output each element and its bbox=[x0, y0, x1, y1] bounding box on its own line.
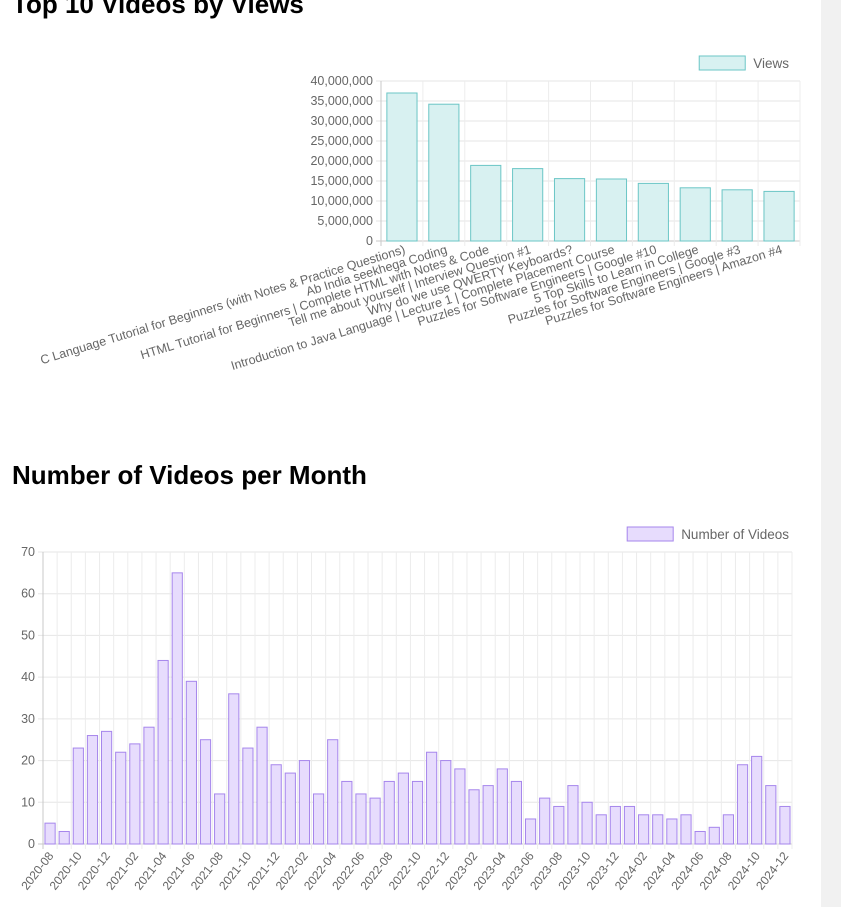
views-chart-bar bbox=[721, 189, 753, 242]
monthly-chart-bar bbox=[496, 768, 508, 845]
monthly-chart-bar bbox=[426, 751, 438, 845]
views-chart-ytick-label: 20,000,000 bbox=[310, 154, 373, 168]
monthly-chart-bar bbox=[609, 805, 621, 845]
views-chart-bar bbox=[763, 190, 795, 242]
monthly-chart-bar bbox=[383, 780, 395, 845]
monthly-chart-bar bbox=[468, 789, 480, 845]
monthly-chart-bar bbox=[411, 780, 424, 845]
videos-per-month-chart-title: Number of Videos per Month bbox=[12, 460, 367, 490]
monthly-chart-bar bbox=[482, 785, 494, 845]
monthly-chart-bar bbox=[355, 793, 367, 845]
monthly-chart-ytick-label: 20 bbox=[21, 754, 35, 768]
views-chart-bar bbox=[386, 92, 418, 242]
monthly-chart-bar bbox=[270, 764, 282, 845]
videos-per-month-chart: 0102030405060702020-082020-102020-122021… bbox=[18, 526, 793, 893]
monthly-chart-bar bbox=[539, 797, 551, 845]
monthly-chart-bar bbox=[666, 818, 678, 845]
views-chart-ytick-label: 30,000,000 bbox=[310, 114, 373, 128]
monthly-chart-ytick-label: 30 bbox=[21, 712, 35, 726]
monthly-chart-bar bbox=[298, 760, 311, 845]
monthly-chart-ytick-label: 10 bbox=[21, 795, 35, 809]
views-chart-bar bbox=[553, 178, 586, 242]
monthly-chart-bar bbox=[638, 814, 650, 845]
views-chart-legend-label: Views bbox=[753, 56, 789, 71]
monthly-chart-bar bbox=[369, 797, 381, 845]
monthly-chart-bar bbox=[652, 814, 664, 845]
monthly-chart-bar bbox=[157, 659, 169, 845]
monthly-chart-bar bbox=[214, 793, 226, 845]
views-chart-bar bbox=[428, 103, 460, 242]
monthly-chart-bar bbox=[751, 755, 763, 845]
views-chart-bar bbox=[679, 187, 711, 242]
top-videos-chart-title: Top 10 Videos by Views bbox=[12, 0, 304, 19]
monthly-chart-bar bbox=[242, 747, 254, 845]
views-chart-ytick-label: 25,000,000 bbox=[310, 134, 373, 148]
monthly-chart-bar bbox=[567, 785, 579, 845]
views-chart-bar bbox=[470, 164, 502, 242]
monthly-chart-ytick-label: 50 bbox=[21, 628, 35, 642]
views-chart-legend-swatch bbox=[698, 55, 746, 71]
monthly-chart-bar bbox=[171, 572, 183, 845]
monthly-chart-bar bbox=[553, 805, 565, 845]
views-chart-ytick-label: 40,000,000 bbox=[310, 74, 373, 88]
monthly-chart-bar bbox=[228, 693, 240, 845]
monthly-chart-bar bbox=[694, 830, 706, 845]
monthly-chart-bar bbox=[680, 814, 692, 845]
views-chart-ytick-label: 5,000,000 bbox=[317, 214, 373, 228]
monthly-chart-bar bbox=[765, 785, 777, 845]
monthly-chart-bar bbox=[86, 735, 99, 845]
monthly-chart-bar bbox=[143, 726, 155, 845]
monthly-chart-ytick-label: 40 bbox=[21, 670, 35, 684]
monthly-chart-bar bbox=[256, 726, 268, 845]
monthly-chart-bar bbox=[736, 764, 749, 845]
monthly-chart-bar bbox=[129, 743, 141, 845]
monthly-chart-bar bbox=[44, 822, 56, 845]
monthly-chart-bar bbox=[72, 747, 84, 845]
monthly-chart-legend-label: Number of Videos bbox=[681, 527, 789, 542]
views-chart-ytick-label: 10,000,000 bbox=[310, 194, 373, 208]
monthly-chart-bar bbox=[327, 739, 339, 845]
monthly-chart-bar bbox=[623, 805, 636, 845]
monthly-chart-bar bbox=[284, 772, 296, 845]
monthly-chart-bar bbox=[722, 814, 734, 845]
monthly-chart-bar bbox=[708, 826, 720, 845]
monthly-chart-bar bbox=[58, 830, 70, 845]
views-chart-ytick-label: 35,000,000 bbox=[310, 94, 373, 108]
monthly-chart-bar bbox=[454, 768, 466, 845]
monthly-chart-bar bbox=[524, 818, 537, 845]
monthly-chart-bar bbox=[115, 751, 127, 845]
monthly-chart-bar bbox=[779, 805, 791, 845]
views-chart-bar bbox=[637, 182, 669, 242]
views-chart-ytick-label: 15,000,000 bbox=[310, 174, 373, 188]
monthly-chart-ytick-label: 60 bbox=[21, 587, 35, 601]
monthly-chart-bar bbox=[397, 772, 409, 845]
views-chart-bar bbox=[512, 168, 544, 242]
monthly-chart-bar bbox=[581, 801, 593, 845]
monthly-chart-bar bbox=[185, 680, 197, 845]
monthly-chart-bar bbox=[341, 780, 353, 845]
monthly-chart-ytick-label: 0 bbox=[28, 837, 35, 851]
monthly-chart-bar bbox=[510, 780, 523, 845]
views-chart-bar bbox=[595, 178, 628, 242]
top-videos-chart: 0 5,000,000 10,000,000 15,000,000 20,000,000… bbox=[39, 55, 801, 373]
monthly-chart-bar bbox=[440, 760, 452, 845]
monthly-chart-bar bbox=[101, 730, 113, 845]
monthly-chart-bar bbox=[312, 793, 325, 845]
monthly-chart-ytick-label: 70 bbox=[21, 545, 35, 559]
monthly-chart-bar bbox=[595, 814, 607, 845]
monthly-chart-legend-swatch bbox=[626, 526, 674, 542]
views-chart-ytick-label: 0 bbox=[366, 234, 373, 248]
page-scrollbar[interactable] bbox=[821, 0, 841, 907]
monthly-chart-bar bbox=[199, 739, 212, 845]
